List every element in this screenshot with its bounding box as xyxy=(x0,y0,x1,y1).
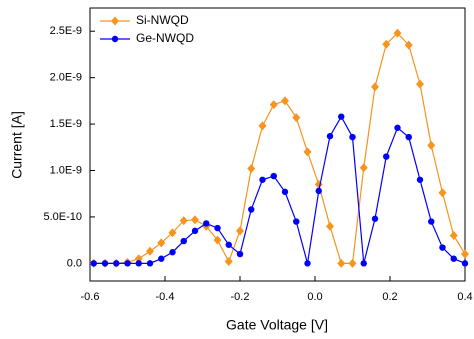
data-point xyxy=(348,258,357,268)
x-tick-label: 0.0 xyxy=(307,291,322,303)
y-tick-label: 2.0E-9 xyxy=(50,72,82,84)
data-point xyxy=(450,255,457,262)
data-point xyxy=(303,147,312,157)
data-point xyxy=(248,206,255,213)
x-axis-title: Gate Voltage [V] xyxy=(226,317,328,333)
data-point xyxy=(416,79,424,89)
data-point xyxy=(281,96,289,106)
data-point xyxy=(293,218,300,225)
data-point xyxy=(427,140,436,150)
data-point xyxy=(203,220,210,227)
y-tick-label: 0.0 xyxy=(67,257,82,269)
x-tick-label: -0.4 xyxy=(156,291,175,303)
data-point xyxy=(90,260,97,267)
data-point xyxy=(394,124,401,131)
x-tick-label: 0.4 xyxy=(457,291,472,303)
data-point xyxy=(224,257,233,266)
data-point xyxy=(337,258,346,268)
legend-label: Si-NWQD xyxy=(136,13,189,27)
data-point xyxy=(326,221,334,231)
data-point xyxy=(124,260,131,267)
data-point xyxy=(180,237,187,245)
y-tick-label: 1.5E-9 xyxy=(50,118,82,130)
data-point xyxy=(371,215,379,222)
data-point xyxy=(292,113,301,123)
data-point xyxy=(258,121,267,131)
legend-marker xyxy=(111,35,119,43)
data-point xyxy=(158,255,165,262)
y-tick-label: 5.0E-10 xyxy=(43,211,82,223)
y-axis-title: Current [A] xyxy=(9,111,25,179)
data-point xyxy=(349,133,356,141)
data-point xyxy=(225,241,232,248)
data-point xyxy=(383,153,390,160)
legend-marker xyxy=(111,16,119,26)
data-point xyxy=(101,260,109,267)
data-point xyxy=(360,260,367,267)
data-point xyxy=(113,260,120,267)
y-tick-label: 1.0E-9 xyxy=(50,164,82,176)
x-tick-label: 0.2 xyxy=(382,291,397,303)
data-point xyxy=(157,238,166,248)
data-point xyxy=(326,132,334,140)
data-point xyxy=(213,235,222,245)
data-point xyxy=(270,172,277,180)
data-point xyxy=(405,133,412,141)
data-point xyxy=(146,260,154,267)
data-point xyxy=(191,227,199,235)
data-point xyxy=(304,260,311,267)
data-point xyxy=(191,215,199,225)
data-point xyxy=(416,176,424,183)
y-tick-label: 2.5E-9 xyxy=(50,25,82,37)
data-point xyxy=(393,28,402,38)
data-point xyxy=(428,218,435,225)
data-point xyxy=(146,246,154,256)
data-point xyxy=(236,250,244,258)
series-line xyxy=(93,115,466,264)
data-point xyxy=(169,249,176,256)
data-point xyxy=(338,113,345,120)
data-point xyxy=(314,179,323,189)
data-point xyxy=(214,224,221,232)
data-point xyxy=(135,260,142,267)
data-point xyxy=(259,176,266,183)
data-point xyxy=(247,164,256,174)
series-line xyxy=(93,32,466,264)
data-point xyxy=(438,188,447,198)
data-point xyxy=(404,40,413,50)
data-point xyxy=(359,163,368,173)
data-point xyxy=(269,100,278,110)
data-point xyxy=(449,231,458,240)
data-point xyxy=(461,260,469,267)
x-tick-label: -0.6 xyxy=(81,291,100,303)
data-point xyxy=(382,39,391,49)
x-tick-label: -0.2 xyxy=(231,291,250,303)
data-point xyxy=(439,244,446,251)
data-point xyxy=(371,82,379,92)
data-point xyxy=(168,228,177,238)
data-point xyxy=(315,187,322,195)
data-point xyxy=(236,226,244,236)
legend-label: Ge-NWQD xyxy=(136,31,194,45)
plot-frame xyxy=(89,7,466,282)
data-point xyxy=(179,216,188,226)
data-point xyxy=(461,249,469,259)
data-point xyxy=(281,188,289,196)
